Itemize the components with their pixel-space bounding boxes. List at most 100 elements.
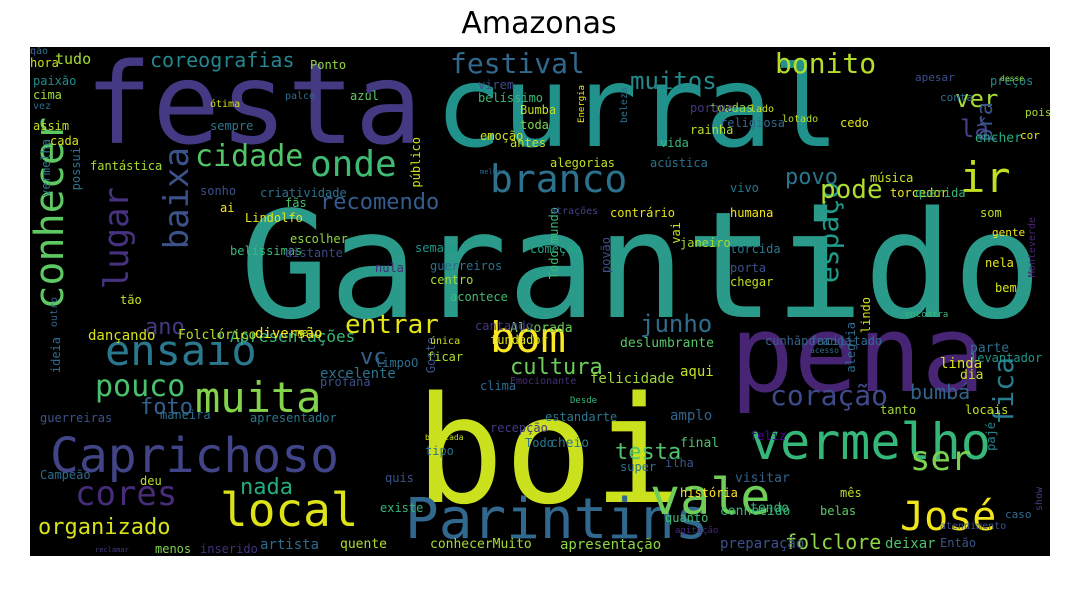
cloud-word: pouco	[95, 369, 186, 404]
cloud-word: José	[900, 494, 997, 540]
cloud-word: Bumba	[520, 103, 557, 117]
cloud-word: lá	[960, 115, 989, 143]
word-cloud: Garantido boi festa curral pena Parintins Capr…	[30, 47, 1050, 556]
cloud-word: ai	[220, 201, 235, 215]
cloud-word: semana	[415, 241, 459, 255]
cloud-word: boi	[415, 365, 683, 537]
cloud-word: lindo	[859, 297, 873, 334]
cloud-word: atendimento	[940, 521, 1007, 532]
cloud-word: curral	[435, 47, 840, 173]
cloud-word: fantástica	[90, 159, 163, 173]
cloud-word: palco	[285, 91, 316, 102]
cloud-word: bumbá	[910, 380, 971, 404]
cloud-word: Energia	[577, 85, 587, 123]
cloud-word: bem	[995, 281, 1017, 295]
cloud-word: Campeão	[40, 468, 91, 482]
cloud-word: torcida	[730, 242, 781, 256]
cloud-word: q	[30, 47, 37, 57]
cloud-word: tudo	[55, 50, 92, 68]
cloud-word: vermelho	[750, 413, 991, 471]
cloud-word: ótima	[210, 99, 241, 110]
cloud-word: cima	[33, 88, 62, 102]
cloud-word: Parintins	[405, 487, 709, 552]
cloud-word: locais	[965, 403, 1009, 417]
cloud-word: cheio	[550, 436, 590, 451]
cloud-word: porque	[690, 101, 734, 115]
cloud-word: religiosa	[720, 116, 786, 130]
cloud-word: Emocionante	[510, 376, 577, 387]
cloud-word: porta	[730, 261, 767, 275]
cloud-word: preparação	[720, 536, 805, 552]
cloud-word: recepção	[490, 421, 548, 435]
cloud-word: sempre	[210, 119, 254, 133]
cloud-word: inserido	[200, 542, 258, 556]
cloud-word: atrações	[550, 206, 599, 217]
cloud-word: aqui	[680, 364, 714, 380]
cloud-word: belíssimas	[230, 244, 303, 258]
cloud-word: acústica	[650, 156, 708, 170]
cloud-word: menos	[155, 542, 192, 556]
cloud-word: lado	[750, 104, 775, 115]
cloud-word: outro	[49, 297, 60, 328]
cloud-word: existe	[380, 501, 424, 515]
cloud-word: conhecerMuito	[430, 537, 532, 552]
cloud-word: excelente	[320, 366, 396, 382]
cloud-word: tanto	[880, 403, 917, 417]
cloud-word: antes	[510, 136, 547, 150]
cloud-word: final	[680, 436, 720, 451]
cloud-word: reclamar	[95, 546, 129, 554]
cloud-word: começam	[530, 242, 581, 256]
cloud-word: local	[220, 483, 359, 537]
cloud-word: super	[620, 460, 657, 474]
cloud-word: azul	[350, 89, 379, 103]
cloud-word: apesar	[915, 71, 955, 84]
cloud-word: levantador	[970, 351, 1043, 365]
cloud-word: Caprichoso	[50, 428, 339, 484]
cloud-word: Garantido	[240, 180, 1042, 352]
cloud-word: Todo mundo	[547, 207, 561, 280]
cloud-word: belíssimo	[478, 91, 544, 105]
cloud-word: vivo	[730, 181, 759, 195]
cloud-word: ensaio	[105, 326, 257, 375]
cloud-word: limpoO	[375, 356, 419, 370]
cloud-word: cantando	[475, 319, 533, 333]
cloud-word: pena	[730, 293, 986, 416]
cloud-word: melhor	[480, 168, 506, 176]
cloud-word: dia	[960, 368, 984, 383]
cloud-word: preços	[990, 74, 1034, 88]
cloud-word: bom	[490, 313, 566, 362]
cloud-word: profana	[320, 375, 371, 389]
cloud-word: encher	[975, 131, 1022, 146]
cloud-word: festival	[450, 47, 585, 80]
cloud-word: ser	[910, 439, 972, 479]
cloud-word: Monteverde	[1027, 217, 1038, 278]
cloud-word: fãs	[285, 196, 307, 210]
cloud-word: ideia	[49, 337, 63, 374]
cloud-word: torcedor	[890, 186, 948, 200]
cloud-word: belas	[820, 504, 857, 518]
cloud-word: querida	[915, 186, 966, 200]
cloud-word: caso	[1005, 508, 1032, 521]
cloud-word: apresentador	[250, 411, 337, 425]
cloud-word: vc	[360, 345, 387, 370]
cloud-word: mês	[840, 486, 862, 500]
cloud-word: chegar	[730, 275, 774, 289]
cloud-word: lugar	[97, 187, 137, 290]
cloud-word: pois	[1025, 106, 1050, 119]
cloud-word: janeiro	[680, 236, 731, 250]
cloud-word: entrar	[345, 310, 439, 340]
cloud-word: emoção	[480, 129, 524, 143]
cloud-word: conhecido	[720, 504, 791, 519]
cloud-word: nada	[240, 475, 293, 500]
cloud-word: nela	[985, 256, 1014, 270]
cloud-word: cunhãporanga	[765, 334, 852, 348]
cloud-word: acontece	[450, 290, 508, 304]
cloud-word: onde	[310, 144, 397, 185]
cloud-word: ilha	[665, 456, 694, 470]
cloud-word: cada	[50, 134, 79, 148]
cloud-word: Apresentações	[230, 327, 356, 346]
cloud-word: Todo	[525, 436, 554, 450]
cloud-word: Ponto	[310, 58, 347, 72]
cloud-word: amplo	[670, 408, 713, 424]
cloud-word: cores	[75, 474, 178, 514]
